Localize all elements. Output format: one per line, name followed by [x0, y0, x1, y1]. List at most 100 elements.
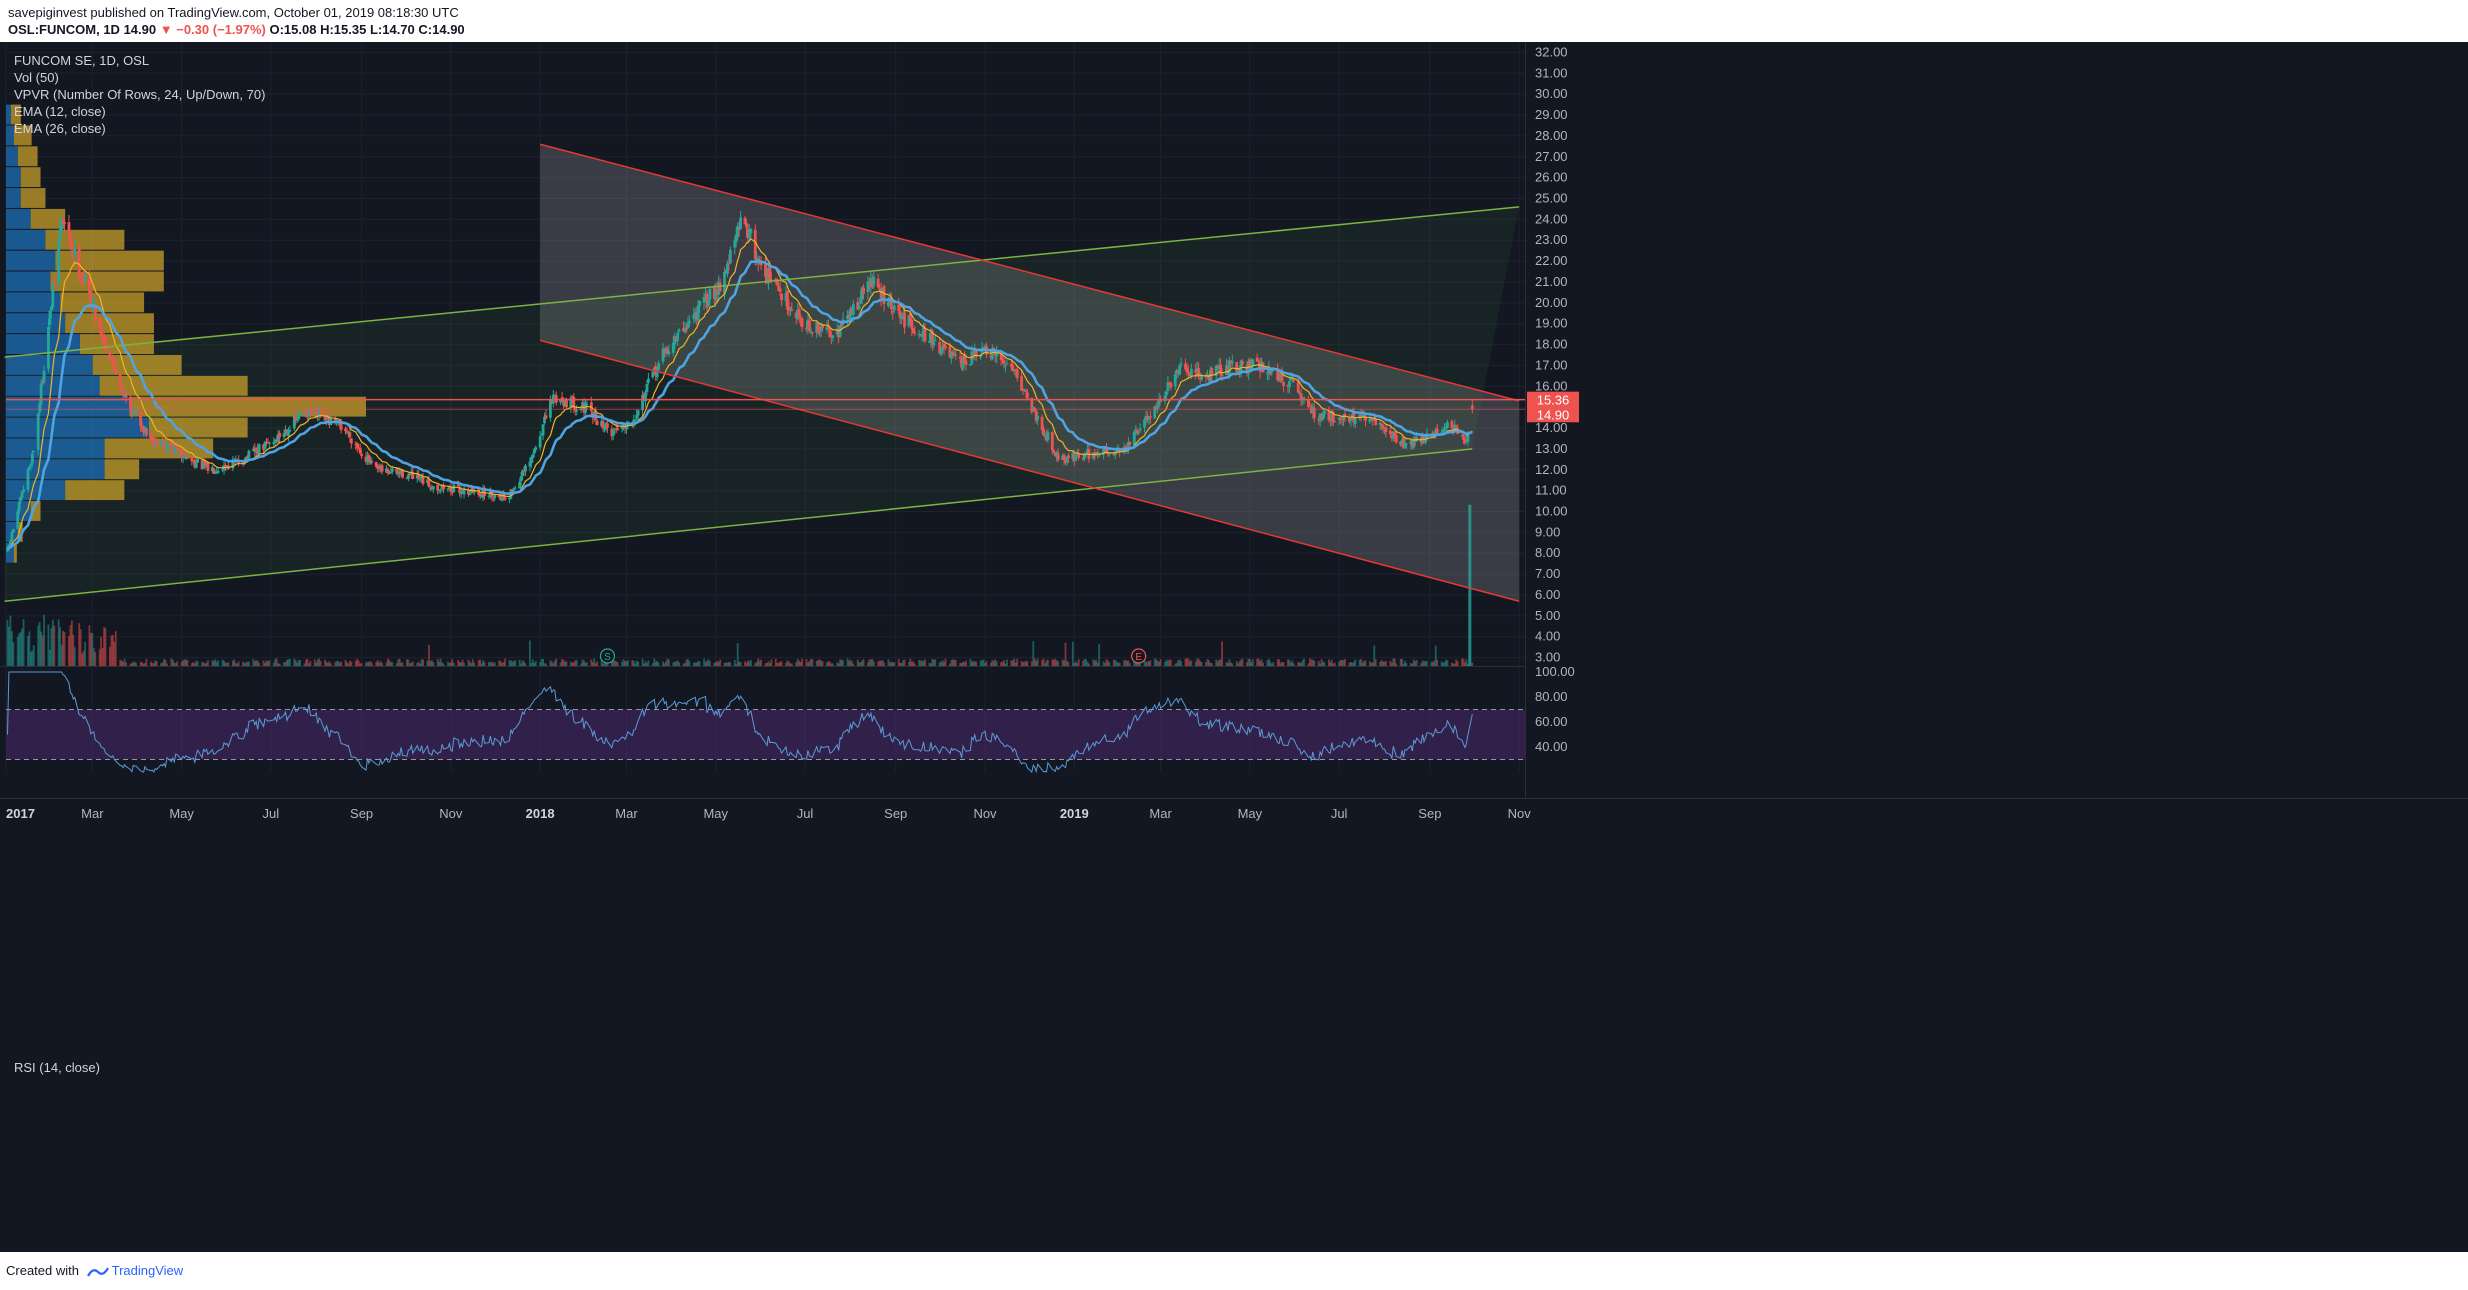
- volume-bar: [288, 658, 291, 666]
- volume-bar: [780, 661, 783, 666]
- candle-body: [1189, 368, 1193, 376]
- volume-bar: [1206, 659, 1209, 666]
- candle-body: [1147, 416, 1151, 420]
- volume-bar: [820, 660, 823, 666]
- candle-body: [693, 313, 697, 315]
- volume-bar: [1323, 662, 1326, 666]
- trendline-channel_bottom_red[interactable]: [539, 339, 1520, 602]
- volume-bar: [890, 661, 893, 666]
- volume-bar: [524, 663, 527, 666]
- volume-bar: [223, 660, 225, 666]
- candle-body: [251, 449, 255, 451]
- candle-body: [614, 428, 618, 430]
- candle-body: [184, 456, 188, 459]
- candle-body: [205, 463, 208, 467]
- volume-bar: [586, 662, 588, 666]
- candle-body: [98, 318, 102, 328]
- candle-body: [641, 394, 644, 411]
- publisher-name[interactable]: savepiginvest: [8, 5, 87, 20]
- volume-bar: [264, 662, 266, 666]
- candle-body: [1422, 435, 1426, 442]
- volume-bar: [1404, 660, 1406, 666]
- chart-svg[interactable]: 32.00 31.00 30.00 29.00 28.00 27.00 26.00 25.00…: [0, 42, 2468, 1252]
- legend-title[interactable]: FUNCOM SE, 1D, OSL: [14, 53, 150, 68]
- vpvr-bar-up: [6, 208, 31, 229]
- candle-body: [1308, 405, 1312, 407]
- wedge-fill[interactable]: [4, 206, 1520, 602]
- candle-body: [831, 335, 835, 338]
- candle-body: [287, 430, 290, 436]
- volume-bar: [1332, 663, 1335, 666]
- volume-bar: [1446, 660, 1449, 666]
- volume-bar: [549, 660, 552, 666]
- volume-bar: [818, 659, 821, 666]
- volume-bar: [72, 634, 75, 666]
- legend-vpvr[interactable]: VPVR (Number Of Rows, 24, Up/Down, 70): [14, 87, 266, 102]
- event-marker-E[interactable]: [1131, 648, 1147, 664]
- rsi-legend[interactable]: RSI (14, close): [14, 1060, 100, 1075]
- event-marker-S[interactable]: [599, 648, 616, 664]
- volume-bar: [1311, 659, 1314, 666]
- candle-body: [532, 449, 536, 454]
- tradingview-brand[interactable]: TradingView: [111, 1263, 184, 1278]
- volume-bar: [511, 662, 514, 666]
- volume-bar: [479, 659, 482, 666]
- volume-bar: [1187, 658, 1190, 666]
- volume-bar: [1003, 660, 1005, 666]
- volume-bar: [514, 660, 517, 666]
- trendline-lower_trend_green[interactable]: [4, 448, 1473, 602]
- candle-body: [344, 428, 347, 432]
- candle-body: [39, 383, 43, 406]
- trendline-channel_top_red[interactable]: [539, 143, 1520, 402]
- candle-body: [1402, 438, 1405, 449]
- legend-ema12[interactable]: EMA (12, close): [14, 104, 106, 119]
- volume-bar: [932, 659, 935, 666]
- volume-bar: [1442, 662, 1444, 666]
- volume-bar: [842, 660, 844, 666]
- candle-body: [497, 495, 501, 498]
- volume-bar: [335, 660, 338, 666]
- time-tick-label: May: [1238, 806, 1263, 821]
- candle-body: [284, 429, 287, 434]
- candle-body: [1451, 428, 1455, 431]
- candle-body: [1321, 413, 1325, 420]
- volume-bar: [318, 658, 321, 666]
- chart-container[interactable]: 32.00 31.00 30.00 29.00 28.00 27.00 26.00 25.00…: [0, 42, 2468, 1252]
- candle-body: [862, 287, 865, 294]
- candle-body: [376, 465, 380, 469]
- price-tick-label: 28.00: [1535, 128, 1568, 143]
- candle-body: [1453, 424, 1457, 431]
- volume-bar: [1364, 660, 1367, 666]
- trendline-upper_trend_green[interactable]: [4, 206, 1520, 358]
- candle-body: [386, 469, 390, 474]
- candle-body: [437, 489, 441, 491]
- volume-bar: [596, 661, 599, 666]
- volume-bar: [1393, 658, 1396, 666]
- candle-body: [1077, 454, 1081, 458]
- candle-body: [513, 487, 517, 489]
- candle-body: [572, 397, 576, 409]
- candle-body: [1257, 360, 1261, 362]
- volume-bar: [1256, 658, 1259, 666]
- volume-bar: [520, 663, 523, 666]
- volume-bar: [766, 662, 768, 666]
- volume-bar: [214, 659, 217, 666]
- volume-bar: [441, 662, 443, 666]
- candle-body: [1266, 372, 1269, 374]
- candle-body: [657, 363, 661, 371]
- rsi-line[interactable]: [7, 671, 1473, 774]
- candle-body: [968, 364, 972, 366]
- candle-body: [786, 290, 789, 310]
- ema-26-line[interactable]: [7, 259, 1473, 550]
- legend-vol[interactable]: Vol (50): [14, 70, 59, 85]
- candle-body: [99, 326, 103, 336]
- vpvr-bar-down: [129, 396, 366, 417]
- legend-ema26[interactable]: EMA (26, close): [14, 121, 106, 136]
- candle-body: [17, 501, 21, 512]
- candle-body: [749, 228, 753, 234]
- volume-bar: [110, 635, 113, 666]
- rsi-tick-label: 80.00: [1535, 689, 1568, 704]
- volume-bar: [929, 663, 932, 666]
- volume-bar: [477, 660, 480, 666]
- volume-bar: [817, 660, 820, 666]
